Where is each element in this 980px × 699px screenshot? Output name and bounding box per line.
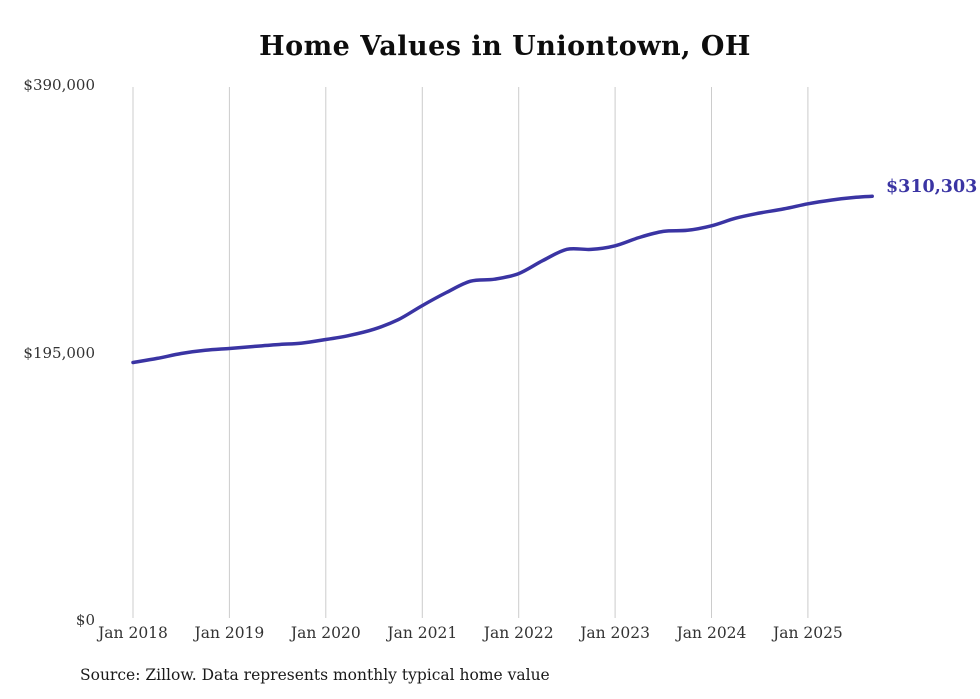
latest-value-label: $310,303 (886, 177, 978, 197)
y-axis-tick-195000: $195,000 (23, 344, 95, 362)
x-axis-tick-jan-2018: Jan 2018 (98, 624, 168, 642)
x-axis-tick-jan-2024: Jan 2024 (676, 624, 747, 642)
chart-title: Home Values in Uniontown, OH (259, 31, 751, 62)
x-axis-tick-jan-2022: Jan 2022 (483, 624, 554, 642)
x-axis-tick-jan-2023: Jan 2023 (580, 624, 650, 642)
y-axis-tick-390000: $390,000 (23, 76, 95, 94)
home-value-line (131, 194, 874, 365)
x-axis-tick-jan-2021: Jan 2021 (387, 624, 458, 642)
y-axis-tick-0: $0 (75, 611, 95, 629)
x-axis-tick-jan-2020: Jan 2020 (290, 624, 361, 642)
x-axis-tick-jan-2025: Jan 2025 (772, 624, 843, 642)
source-note: Source: Zillow. Data represents monthly … (80, 666, 550, 684)
x-axis-tick-jan-2019: Jan 2019 (194, 624, 265, 642)
